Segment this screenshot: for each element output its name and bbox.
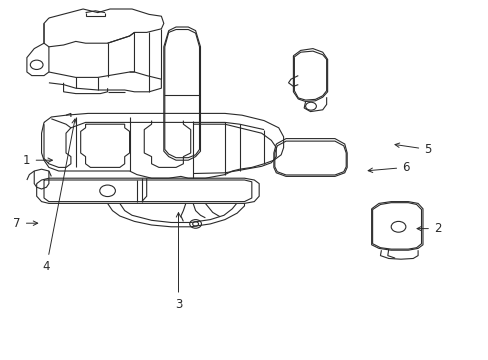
- Text: 5: 5: [394, 143, 431, 156]
- Text: 7: 7: [13, 217, 38, 230]
- Text: 2: 2: [416, 222, 441, 235]
- Text: 3: 3: [174, 213, 182, 311]
- Text: 6: 6: [367, 161, 409, 174]
- Text: 1: 1: [23, 154, 52, 167]
- Text: 4: 4: [42, 119, 76, 273]
